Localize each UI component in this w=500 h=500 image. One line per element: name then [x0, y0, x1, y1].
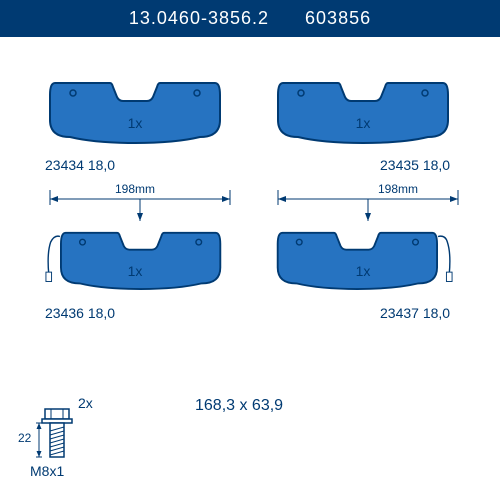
pad-id-br: 23437 18,0 — [380, 305, 450, 321]
brake-pad-bottom-right — [273, 223, 453, 295]
part-number: 13.0460-3856.2 — [129, 8, 269, 28]
width-right: 198mm — [378, 182, 418, 196]
pad-id-tr: 23435 18,0 — [380, 157, 450, 173]
bolt-height: 22 — [18, 431, 31, 445]
pad-qty-tl: 1x — [45, 115, 225, 131]
brake-pad-top-right — [273, 75, 453, 147]
bolt-icon — [30, 407, 80, 462]
brake-pad-top-left — [45, 75, 225, 147]
bolt-thread: M8x1 — [30, 463, 64, 479]
diagram-canvas: 1x 23434 18,0 1x 23435 18,0 198mm 198m — [0, 37, 500, 497]
width-left: 198mm — [115, 182, 155, 196]
header-bar: 13.0460-3856.2 603856 — [0, 0, 500, 37]
bolt-qty: 2x — [78, 395, 93, 411]
pad-qty-tr: 1x — [273, 115, 453, 131]
pad-id-tl: 23434 18,0 — [45, 157, 115, 173]
pad-qty-bl: 1x — [45, 263, 225, 279]
brake-pad-bottom-left — [45, 223, 225, 295]
pad-qty-br: 1x — [273, 263, 453, 279]
pad-id-bl: 23436 18,0 — [45, 305, 115, 321]
overall-size: 168,3 x 63,9 — [195, 397, 283, 415]
part-code: 603856 — [305, 8, 371, 28]
